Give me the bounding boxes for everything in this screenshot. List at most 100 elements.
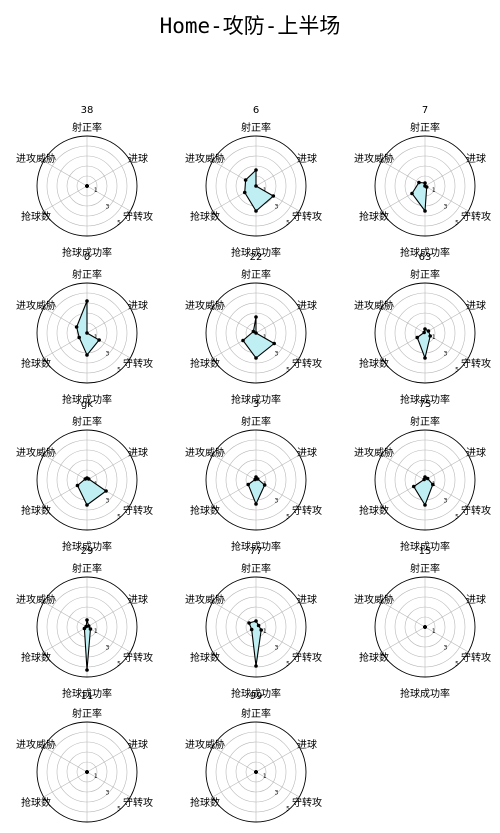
axis-label: 射正率	[410, 415, 440, 428]
axis-label: 射正率	[241, 121, 271, 134]
data-point-2	[104, 489, 108, 493]
grid-spoke	[425, 602, 468, 627]
axis-label: 守转攻	[123, 796, 153, 809]
data-point-1	[257, 624, 261, 628]
data-point-0	[254, 168, 258, 172]
axis-label: 进球	[128, 299, 148, 312]
data-point-4	[415, 336, 419, 340]
axis-label: 守转攻	[292, 651, 322, 664]
axis-label: 守转攻	[123, 504, 153, 517]
radial-tick-label: 3	[275, 350, 279, 357]
axis-label: 进球	[128, 152, 148, 165]
data-point-5	[85, 184, 89, 188]
radial-tick-label: 5	[286, 220, 290, 227]
axis-label: 进球	[297, 738, 317, 751]
data-point-3	[423, 356, 427, 360]
axis-label: 进攻威胁	[185, 593, 225, 606]
axis-label: 进球	[466, 446, 486, 459]
axis-label: 进球	[297, 152, 317, 165]
axis-label: 进球	[466, 593, 486, 606]
radar-panel-0: 135射正率进球守转攻抢球成功率抢球数进攻威胁0	[16, 252, 153, 406]
radial-tick-label: 5	[455, 367, 459, 374]
data-point-3	[254, 664, 258, 668]
radar-panel-75: 135射正率进球守转攻抢球成功率抢球数进攻威胁75	[354, 399, 491, 553]
radial-tick-label: 3	[275, 497, 279, 504]
grid-spoke	[87, 602, 130, 627]
data-point-4	[77, 336, 81, 340]
axis-label: 守转攻	[292, 796, 322, 809]
data-point-3	[254, 502, 258, 506]
data-point-2	[425, 185, 429, 189]
data-point-2	[263, 483, 267, 487]
radial-tick-label: 5	[455, 220, 459, 227]
axis-label: 守转攻	[123, 651, 153, 664]
data-point-4	[250, 628, 254, 632]
axis-label: 进攻威胁	[354, 593, 394, 606]
radar-panel-63: 135射正率进球守转攻抢球成功率抢球数进攻威胁63	[354, 252, 491, 406]
axis-label: 守转攻	[292, 504, 322, 517]
radar-panel-22: 135射正率进球守转攻抢球成功率抢球数进攻威胁22	[185, 252, 322, 406]
data-point-5	[84, 625, 88, 629]
axis-label: 进球	[128, 446, 148, 459]
radial-tick-label: 3	[444, 644, 448, 651]
panel-title: 0	[84, 252, 90, 263]
radial-tick-label: 5	[286, 514, 290, 521]
data-point-5	[422, 478, 426, 482]
data-point-2	[272, 342, 276, 346]
data-point-5	[423, 625, 427, 629]
radial-tick-label: 1	[432, 187, 436, 194]
axis-label: 射正率	[410, 562, 440, 575]
data-point-5	[85, 770, 89, 774]
axis-label: 进攻威胁	[185, 738, 225, 751]
axis-label: 进攻威胁	[185, 446, 225, 459]
grid-spoke	[256, 308, 299, 333]
data-area	[249, 621, 261, 666]
axis-label: 抢球数	[21, 651, 51, 664]
radial-tick-label: 3	[275, 203, 279, 210]
axis-label: 射正率	[72, 562, 102, 575]
panel-title: gk	[81, 399, 93, 410]
radar-panel-29: 135射正率进球守转攻抢球成功率抢球数进攻威胁29	[16, 546, 153, 700]
axis-label: 进攻威胁	[16, 446, 56, 459]
data-point-2	[259, 628, 263, 632]
radial-tick-label: 5	[455, 661, 459, 668]
axis-label: 守转攻	[461, 504, 491, 517]
axis-label: 抢球数	[21, 796, 51, 809]
data-point-5	[253, 478, 257, 482]
axis-label: 守转攻	[123, 210, 153, 223]
data-point-1	[85, 331, 89, 335]
data-point-5	[75, 325, 79, 329]
axis-label: 射正率	[72, 121, 102, 134]
axis-label: 抢球成功率	[400, 687, 450, 700]
radial-tick-label: 5	[455, 514, 459, 521]
axis-label: 抢球数	[190, 210, 220, 223]
panel-title: 15	[419, 546, 432, 557]
radial-tick-label: 3	[275, 644, 279, 651]
data-point-2	[89, 627, 93, 631]
data-point-2	[97, 338, 101, 342]
axis-label: 抢球数	[190, 651, 220, 664]
data-point-4	[243, 191, 247, 195]
radial-tick-label: 1	[263, 773, 267, 780]
radial-tick-label: 1	[432, 628, 436, 635]
grid-spoke	[256, 161, 299, 186]
grid-spoke	[44, 627, 87, 652]
grid-spoke	[382, 627, 425, 652]
grid-spoke	[44, 186, 87, 211]
data-point-4	[410, 192, 414, 196]
radial-tick-label: 1	[94, 628, 98, 635]
axis-label: 进攻威胁	[354, 299, 394, 312]
data-point-5	[417, 181, 421, 185]
radial-tick-label: 3	[444, 497, 448, 504]
axis-label: 射正率	[72, 415, 102, 428]
radar-panel-77: 135射正率进球守转攻抢球成功率抢球数进攻威胁77	[185, 546, 322, 700]
axis-label: 进球	[128, 593, 148, 606]
radial-tick-label: 3	[444, 203, 448, 210]
panel-title: 99	[250, 691, 263, 702]
axis-label: 进攻威胁	[16, 152, 56, 165]
radial-tick-label: 5	[286, 367, 290, 374]
data-point-5	[244, 178, 248, 182]
data-point-5	[247, 621, 251, 625]
radial-tick-label: 3	[275, 789, 279, 796]
